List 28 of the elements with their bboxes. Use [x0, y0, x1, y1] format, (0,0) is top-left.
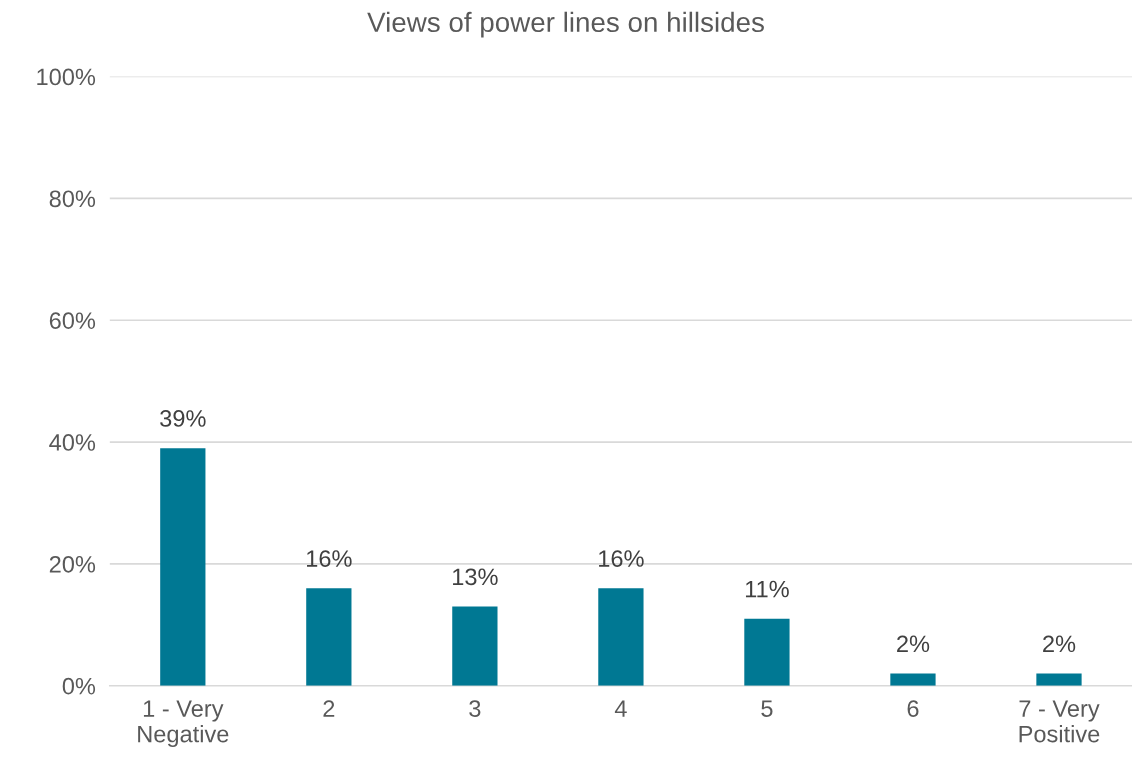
bar: [160, 448, 206, 686]
y-tick-label: 0%: [62, 677, 96, 695]
data-label: 2%: [897, 635, 930, 653]
y-tick-label: 60%: [49, 312, 96, 329]
x-tick-label: 6: [907, 700, 919, 717]
y-tick-label: 20%: [49, 555, 96, 573]
bar: [1036, 673, 1082, 686]
bar: [306, 588, 352, 686]
x-tick-label: 3: [469, 700, 481, 717]
x-tick-label: 4: [614, 700, 627, 717]
chart-title: Views of power lines on hillsides: [367, 11, 764, 38]
data-label: 16%: [307, 550, 352, 567]
x-tick-label: 1 - Very Negative: [138, 700, 229, 748]
data-label: 16%: [599, 550, 644, 567]
x-tick-label: 7 - Very Positive: [1019, 700, 1100, 743]
bar: [744, 618, 790, 686]
data-label: 2%: [1043, 635, 1076, 653]
y-tick-label: 40%: [49, 434, 96, 451]
bar: [890, 673, 936, 686]
x-tick-label: 5: [761, 700, 773, 717]
data-label: 39%: [160, 410, 206, 427]
bar: [452, 606, 498, 686]
y-tick-label: 100%: [37, 68, 96, 86]
y-tick-label: 80%: [49, 190, 96, 208]
x-tick-label: 2: [323, 700, 335, 717]
data-label: 11%: [745, 580, 789, 598]
data-label: 13%: [453, 568, 498, 586]
bar: [598, 588, 644, 686]
